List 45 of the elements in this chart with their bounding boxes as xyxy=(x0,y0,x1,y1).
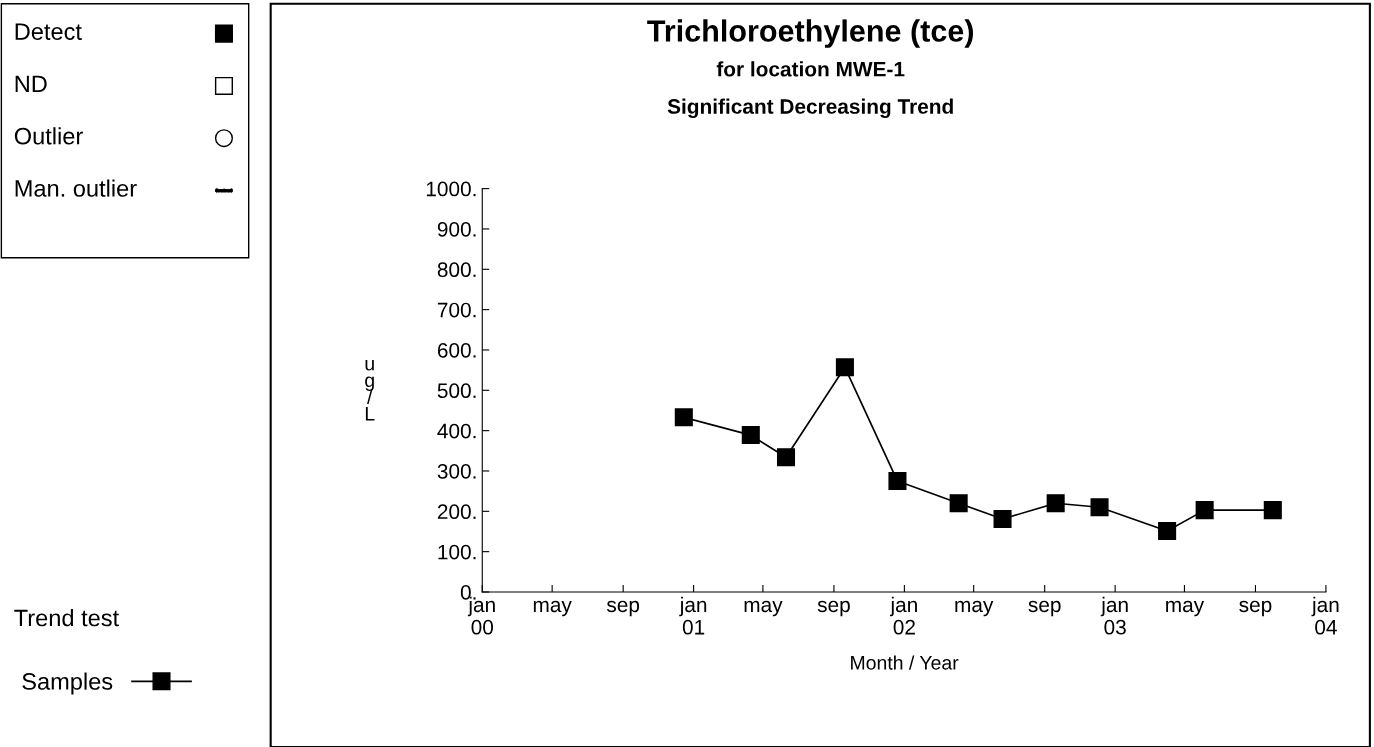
x-tick-label: may xyxy=(955,600,994,617)
y-axis-title: ug/L xyxy=(365,359,375,421)
x-axis-title: Month / Year xyxy=(851,655,959,670)
text: Outlier xyxy=(14,127,83,145)
point xyxy=(993,509,1012,529)
point xyxy=(1263,501,1282,520)
text: ND xyxy=(15,75,47,93)
point xyxy=(949,494,968,513)
y-tick-label: 500. xyxy=(437,383,476,399)
chart-subtitle: for location MWE-1 xyxy=(716,61,905,77)
legend-label: Samples xyxy=(22,672,113,695)
text: Man. outlier xyxy=(15,179,137,197)
y-tick-label: 600. xyxy=(437,342,476,358)
x-tick-label: sep xyxy=(1239,600,1272,617)
x-tick-label: may xyxy=(1166,600,1205,617)
x-tick-label: may xyxy=(533,600,572,617)
point xyxy=(835,358,854,377)
x-tick-label: jan 01 xyxy=(679,596,707,635)
x-tick-label: sep xyxy=(1028,600,1061,617)
point xyxy=(776,448,796,467)
x-tick-label: jan 02 xyxy=(889,596,917,635)
x-tick-label: sep xyxy=(606,600,640,617)
y-tick-label: 700. xyxy=(437,302,476,318)
x-tick-label: jan 03 xyxy=(1100,596,1128,635)
point xyxy=(1046,494,1065,513)
x-tick-label: may xyxy=(744,600,783,617)
y-tick-label: 1000. xyxy=(426,181,476,197)
y-tick-label: 800. xyxy=(437,262,476,278)
text: Trend test xyxy=(14,609,119,627)
text: Detect xyxy=(15,23,82,40)
point xyxy=(1195,501,1214,520)
chart-title: Trichloroethylene (tce) xyxy=(647,19,973,48)
y-tick-label: 100. xyxy=(438,544,476,560)
y-tick-label: 900. xyxy=(437,221,476,237)
point xyxy=(888,472,907,491)
y-tick-label: 200. xyxy=(437,504,476,520)
y-tick-label: 300. xyxy=(437,463,476,479)
x-tick-label: sep xyxy=(817,600,850,617)
point xyxy=(741,426,760,445)
point xyxy=(1090,498,1109,517)
point xyxy=(1158,522,1177,541)
text: Significant Decreasing Trend xyxy=(667,98,953,119)
point xyxy=(674,408,693,427)
y-tick-label: 400. xyxy=(437,423,476,439)
x-tick-label: jan 04 xyxy=(1311,596,1339,635)
